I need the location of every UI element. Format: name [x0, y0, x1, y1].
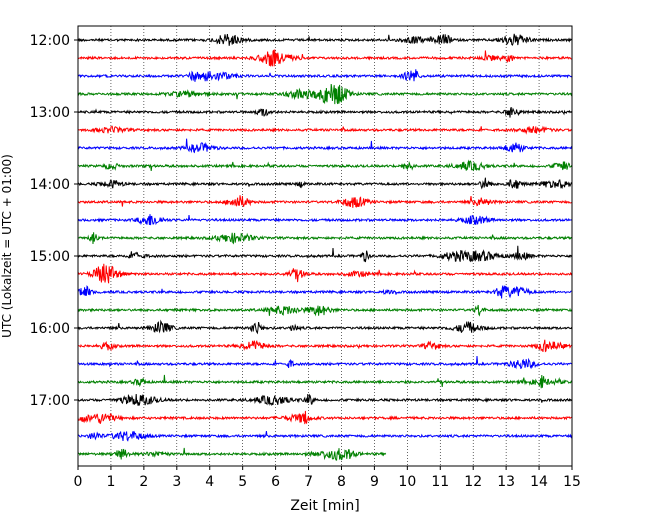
trace-1215: [77, 49, 572, 67]
trace-1745: [77, 447, 387, 461]
trace-1445: [77, 232, 573, 245]
y-axis-label: UTC (Lokalzeit = UTC + 01:00): [0, 154, 14, 338]
x-tick-label: 11: [431, 474, 449, 490]
trace-1645: [77, 374, 573, 389]
x-tick-label: 7: [304, 474, 313, 490]
trace-1300: [77, 107, 573, 118]
y-tick-label: 17:00: [30, 393, 70, 409]
trace-1630: [77, 355, 572, 370]
trace-1600: [77, 319, 573, 335]
x-tick-label: 4: [205, 474, 214, 490]
trace-1500: [77, 245, 573, 263]
trace-group: [77, 33, 573, 461]
x-tick-label: 0: [74, 474, 83, 490]
trace-1430: [77, 214, 573, 226]
x-tick-label: 2: [139, 474, 148, 490]
trace-1230: [77, 69, 573, 82]
trace-1730: [77, 430, 573, 442]
x-tick-label: 1: [106, 474, 115, 490]
plot-frame: [77, 25, 573, 467]
trace-1615: [77, 339, 572, 353]
x-tick-label: 6: [271, 474, 280, 490]
y-tick-label: 13:00: [30, 105, 70, 121]
y-axis-ticks: 12:00 13:00 14:00 15:00 16:00 17:00: [30, 33, 78, 409]
x-tick-label: 10: [398, 474, 416, 490]
trace-1400: [77, 177, 573, 190]
x-axis-label: Zeit [min]: [290, 498, 359, 514]
trace-1315: [77, 125, 573, 135]
x-tick-label: 12: [464, 474, 482, 490]
trace-1715: [77, 410, 572, 425]
trace-1345: [77, 159, 573, 172]
trace-1245: [77, 83, 573, 105]
x-tick-label: 15: [563, 474, 581, 490]
trace-1330: [77, 138, 573, 154]
y-tick-label: 16:00: [30, 321, 70, 337]
y-tick-label: 14:00: [30, 177, 70, 193]
x-tick-label: 8: [337, 474, 346, 490]
x-axis-ticks: 0 1 2 3 4 5 6 7 8 9 10 11 12 13 14 15: [74, 466, 581, 490]
trace-1700: [77, 393, 573, 407]
trace-1545: [77, 304, 573, 317]
y-tick-label: 15:00: [30, 249, 70, 265]
grid-lines: [110, 26, 540, 466]
x-tick-label: 14: [530, 474, 548, 490]
x-tick-label: 3: [172, 474, 181, 490]
trace-1200: [77, 33, 573, 46]
y-tick-label: 12:00: [30, 33, 70, 49]
trace-1530: [77, 285, 572, 299]
x-tick-label: 9: [370, 474, 379, 490]
trace-1415: [77, 195, 573, 208]
trace-1515: [77, 263, 573, 284]
x-tick-label: 13: [497, 474, 515, 490]
x-tick-label: 5: [238, 474, 247, 490]
